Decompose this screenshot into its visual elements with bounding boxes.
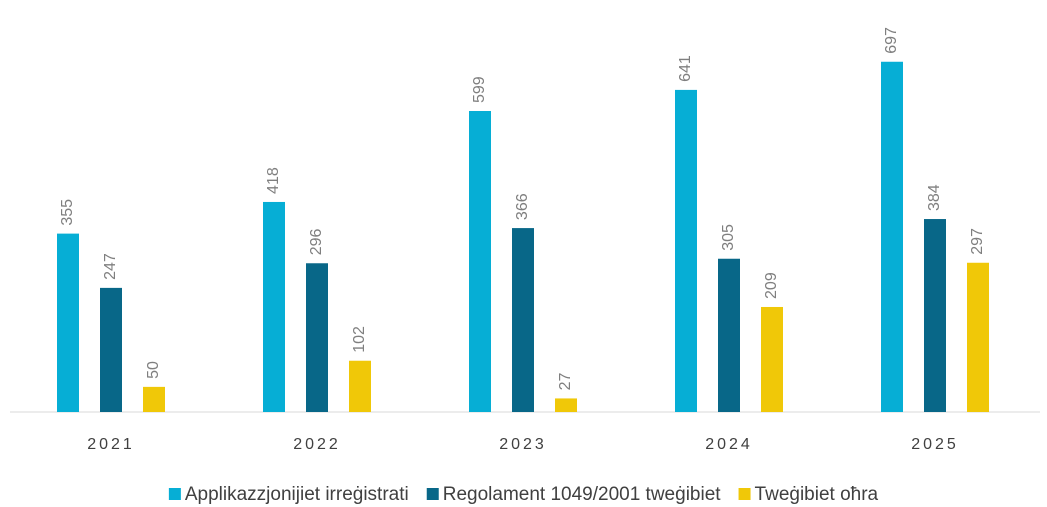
data-label: 641 (677, 55, 694, 82)
legend-marker (426, 488, 439, 500)
bar (881, 61, 903, 412)
bar (263, 201, 285, 412)
data-label: 50 (145, 361, 162, 379)
bar (718, 258, 740, 412)
data-label: 305 (720, 224, 737, 251)
bar (100, 287, 122, 412)
data-label: 296 (308, 228, 325, 255)
data-label: 366 (514, 193, 531, 220)
bar (761, 306, 783, 412)
bar (924, 219, 946, 412)
data-label: 355 (59, 199, 76, 226)
data-label: 418 (265, 167, 282, 194)
bar (675, 89, 697, 413)
x-tick-label: 2024 (705, 436, 753, 453)
bar (306, 263, 328, 412)
bar (555, 398, 577, 412)
legend-marker (168, 488, 181, 500)
x-tick-label: 2025 (911, 436, 959, 453)
x-tick-label: 2021 (87, 436, 135, 453)
data-label: 27 (557, 373, 574, 391)
bar (469, 111, 491, 412)
data-label: 384 (926, 184, 943, 211)
data-label: 697 (883, 27, 900, 54)
bar (57, 233, 79, 412)
bar (967, 262, 989, 412)
legend-marker (738, 488, 751, 500)
data-label: 102 (351, 326, 368, 353)
x-tick-label: 2023 (499, 436, 547, 453)
legend-label: Applikazzjonijiet irreġistrati (185, 484, 409, 505)
x-tick-label: 2022 (293, 436, 341, 453)
data-label: 247 (102, 253, 119, 280)
legend-label: Tweġibiet oħra (755, 484, 879, 505)
data-label: 599 (471, 76, 488, 103)
legend-label: Regolament 1049/2001 tweġibiet (443, 484, 722, 505)
bar (349, 360, 371, 412)
bar (512, 228, 534, 412)
bar (143, 386, 165, 412)
data-label: 297 (969, 228, 986, 255)
data-label: 209 (763, 272, 780, 299)
